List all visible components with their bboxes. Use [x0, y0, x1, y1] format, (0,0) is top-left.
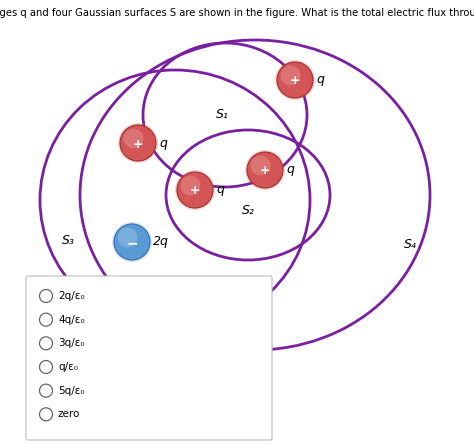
Circle shape: [118, 227, 137, 247]
Text: +: +: [260, 165, 270, 178]
Text: S₂: S₂: [242, 203, 255, 217]
Text: −: −: [126, 236, 138, 250]
Text: +: +: [290, 74, 301, 88]
Text: q/ε₀: q/ε₀: [58, 362, 78, 372]
FancyBboxPatch shape: [26, 276, 272, 440]
Text: Five point charges q and four Gaussian surfaces S are shown in the figure. What : Five point charges q and four Gaussian s…: [0, 8, 474, 18]
Circle shape: [39, 290, 53, 303]
Circle shape: [114, 224, 150, 260]
Text: 2q: 2q: [153, 235, 169, 248]
Text: 5q/ε₀: 5q/ε₀: [58, 386, 85, 396]
Circle shape: [177, 172, 213, 208]
Text: q: q: [286, 163, 294, 177]
Text: S₃: S₃: [62, 234, 74, 247]
Text: +: +: [190, 185, 201, 198]
Circle shape: [120, 125, 156, 161]
Circle shape: [39, 384, 53, 397]
Circle shape: [39, 337, 53, 350]
Circle shape: [247, 152, 283, 188]
Circle shape: [39, 313, 53, 326]
Text: 4q/ε₀: 4q/ε₀: [58, 315, 85, 325]
Circle shape: [251, 156, 270, 175]
Circle shape: [39, 360, 53, 373]
Text: q: q: [159, 137, 167, 150]
Text: zero: zero: [58, 409, 81, 419]
Circle shape: [181, 176, 201, 195]
Text: S₁: S₁: [216, 109, 228, 121]
Text: q: q: [216, 183, 224, 197]
Circle shape: [281, 65, 301, 85]
Circle shape: [118, 123, 158, 163]
Circle shape: [245, 150, 285, 190]
Text: q: q: [316, 73, 324, 86]
Text: S₄: S₄: [403, 239, 417, 251]
Circle shape: [112, 222, 152, 262]
Circle shape: [39, 408, 53, 421]
Text: +: +: [133, 138, 143, 150]
Text: 2q/ε₀: 2q/ε₀: [58, 291, 85, 301]
Circle shape: [277, 62, 313, 98]
Text: 3q/ε₀: 3q/ε₀: [58, 338, 85, 348]
Circle shape: [275, 60, 315, 100]
Circle shape: [124, 129, 144, 148]
Circle shape: [175, 170, 215, 210]
